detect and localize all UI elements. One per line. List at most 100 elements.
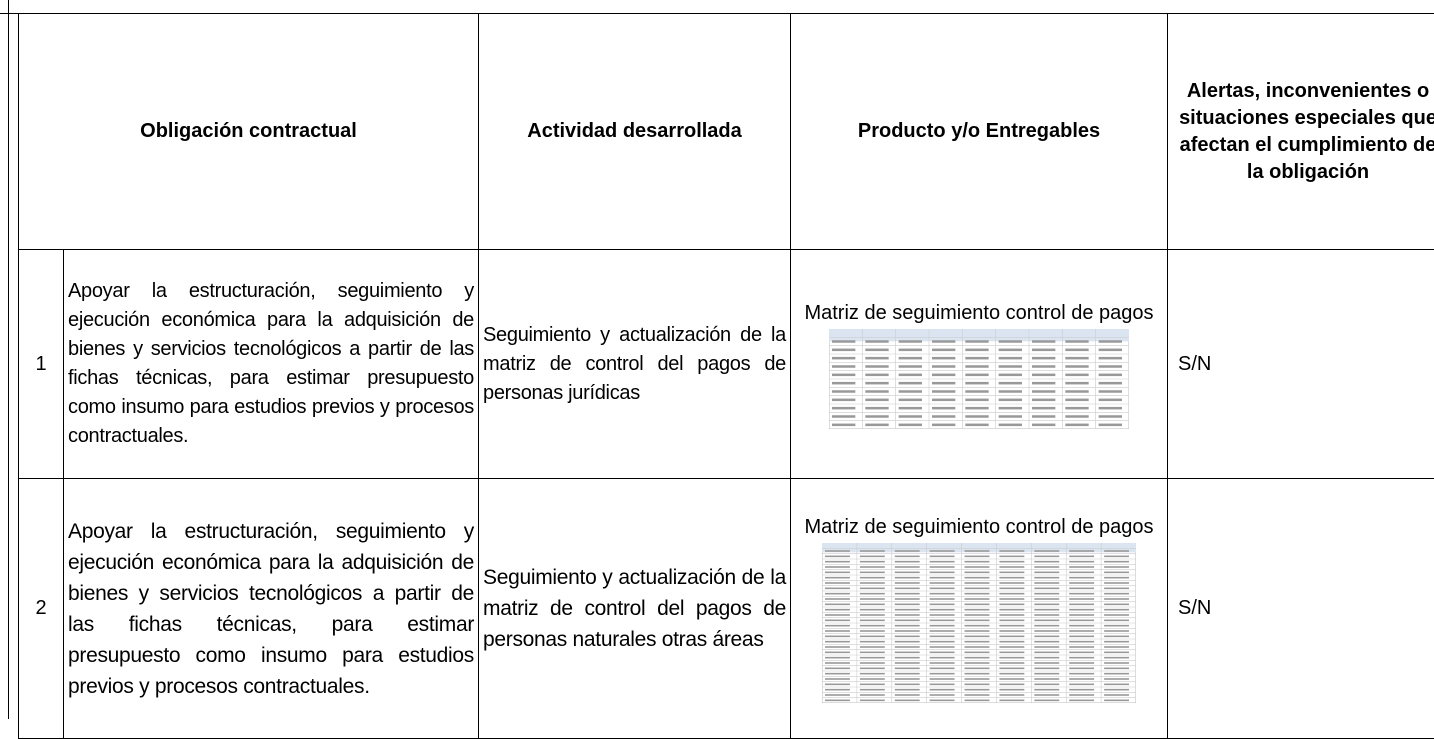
thumbnail-part [832, 373, 855, 376]
thumbnail-part [1099, 398, 1122, 401]
thumbnail-part [932, 415, 955, 418]
thumbnail-part [1032, 381, 1055, 384]
thumbnail-part [825, 678, 850, 680]
thumbnail-part [832, 398, 855, 401]
thumbnail-part [999, 423, 1022, 426]
thumbnail-part [825, 609, 850, 611]
thumbnail-part [1069, 646, 1094, 648]
thumbnail-part [865, 423, 888, 426]
thumbnail-part [932, 406, 955, 409]
thumbnail-part [999, 630, 1024, 632]
thumbnail-part [1065, 398, 1088, 401]
thumbnail-part [825, 614, 850, 616]
thumbnail-part [932, 340, 955, 343]
alert: S/N [1168, 479, 1434, 739]
thumbnail-part [1069, 678, 1094, 680]
thumbnail-part [1069, 700, 1094, 702]
thumbnail-part [1065, 365, 1088, 368]
thumbnail-part [965, 609, 990, 611]
thumbnail-part [999, 415, 1022, 418]
thumbnail-part [930, 689, 955, 691]
thumbnail-part [895, 572, 920, 574]
thumbnail-part [1069, 550, 1094, 552]
thumbnail-part [1104, 673, 1129, 675]
thumbnail-part [865, 365, 888, 368]
thumbnail-part [1034, 678, 1059, 680]
thumbnail-part [965, 604, 990, 606]
thumbnail-part [965, 678, 990, 680]
thumbnail-part [895, 566, 920, 568]
thumbnail-part [1104, 646, 1129, 648]
thumbnail-part [1069, 588, 1094, 590]
thumbnail-part [1034, 620, 1059, 622]
thumbnail-part [1104, 556, 1129, 558]
thumbnail-part [1065, 348, 1088, 351]
thumbnail-part [895, 662, 920, 664]
thumbnail-part [965, 340, 988, 343]
thumbnail-part [899, 398, 922, 401]
thumbnail-part [860, 620, 885, 622]
thumbnail-part [1065, 390, 1088, 393]
thumbnail-part [825, 625, 850, 627]
activity: Seguimiento y actualización de la matriz… [479, 250, 791, 479]
thumbnail-part [865, 398, 888, 401]
thumbnail-part [1104, 561, 1129, 563]
thumbnail-part [825, 620, 850, 622]
thumbnail-part [1034, 604, 1059, 606]
thumbnail-part [1034, 625, 1059, 627]
thumbnail-part [1034, 668, 1059, 670]
thumbnail-part [965, 689, 990, 691]
thumbnail-part [999, 668, 1024, 670]
thumbnail-part [825, 673, 850, 675]
thumbnail-part [860, 588, 885, 590]
thumbnail-part [865, 340, 888, 343]
activity: Seguimiento y actualización de la matriz… [479, 479, 791, 739]
thumbnail-part [965, 694, 990, 696]
thumbnail-part [930, 566, 955, 568]
thumbnail-part [965, 356, 988, 359]
thumbnail-part [860, 694, 885, 696]
thumbnail-part [1065, 356, 1088, 359]
thumbnail-part [1034, 588, 1059, 590]
thumbnail-part [999, 636, 1024, 638]
thumbnail-part [1069, 673, 1094, 675]
thumbnail-part [865, 348, 888, 351]
thumbnail-part [999, 550, 1024, 552]
thumbnail-part [999, 398, 1022, 401]
thumbnail-part [1034, 550, 1059, 552]
thumbnail-part [895, 652, 920, 654]
thumbnail-part [825, 668, 850, 670]
thumbnail-part [965, 646, 990, 648]
thumbnail-part [932, 373, 955, 376]
thumbnail-part [1065, 415, 1088, 418]
product-title: Matriz de seguimiento control de pagos [795, 300, 1163, 327]
thumbnail-part [930, 614, 955, 616]
thumbnail-part [999, 593, 1024, 595]
thumbnail-part [930, 620, 955, 622]
thumbnail-part [825, 588, 850, 590]
table-row: 1 Apoyar la estructuración, seguimiento … [19, 250, 1434, 479]
thumbnail-part [930, 641, 955, 643]
thumbnail-part [1104, 604, 1129, 606]
thumbnail-part [999, 673, 1024, 675]
thumbnail-part [1099, 340, 1122, 343]
thumbnail-part [965, 657, 990, 659]
thumbnail-part [1099, 406, 1122, 409]
thumbnail-part [930, 598, 955, 600]
thumbnail-part [965, 588, 990, 590]
thumbnail-part [930, 673, 955, 675]
thumbnail-part [1099, 365, 1122, 368]
header-row: Obligación contractual Actividad desarro… [19, 14, 1434, 250]
thumbnail-part [895, 588, 920, 590]
thumbnail-part [965, 684, 990, 686]
thumbnail-part [895, 684, 920, 686]
thumbnail-part [932, 381, 955, 384]
thumbnail-part [825, 646, 850, 648]
thumbnail-part [825, 604, 850, 606]
thumbnail-part [932, 390, 955, 393]
thumbnail-part [965, 630, 990, 632]
thumbnail-part [1069, 593, 1094, 595]
thumbnail-part [965, 641, 990, 643]
thumbnail-part [895, 689, 920, 691]
thumbnail-part [1104, 678, 1129, 680]
